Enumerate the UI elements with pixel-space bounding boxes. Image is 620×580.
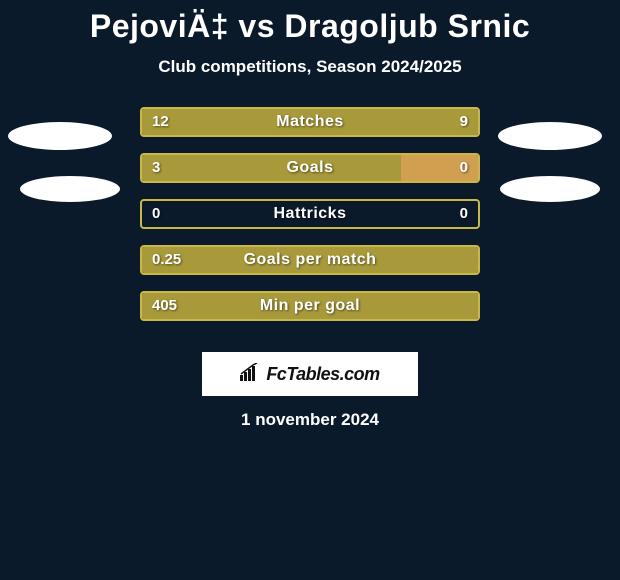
bar-value-left: 0 xyxy=(152,205,160,222)
stat-row: 0 0Hattricks xyxy=(0,199,620,245)
bar-track: 405Min per goal xyxy=(140,291,480,321)
bar-fill-left xyxy=(142,247,478,273)
bar-label: Hattricks xyxy=(142,205,478,223)
bar-track: 0 0Hattricks xyxy=(140,199,480,229)
subtitle: Club competitions, Season 2024/2025 xyxy=(0,57,620,77)
stat-row: 405Min per goal xyxy=(0,291,620,337)
date-label: 1 november 2024 xyxy=(0,410,620,430)
bar-fill-right xyxy=(334,109,478,135)
bar-fill-left xyxy=(142,293,478,319)
page-title: PejoviÄ‡ vs Dragoljub Srnic xyxy=(0,8,620,45)
bar-fill-left xyxy=(142,109,334,135)
bar-fill-right xyxy=(401,155,478,181)
bar-value-right: 0 xyxy=(460,205,468,222)
decorative-ellipse xyxy=(498,122,602,150)
decorative-ellipse xyxy=(20,176,120,202)
decorative-ellipse xyxy=(8,122,112,150)
bar-track: 129Matches xyxy=(140,107,480,137)
decorative-ellipse xyxy=(500,176,600,202)
bar-fill-left xyxy=(142,155,401,181)
logo-text: FcTables.com xyxy=(266,364,379,385)
bar-track: 0.25Goals per match xyxy=(140,245,480,275)
bar-track: 30Goals xyxy=(140,153,480,183)
stat-row: 0.25Goals per match xyxy=(0,245,620,291)
logo-box: FcTables.com xyxy=(202,352,418,396)
comparison-container: PejoviÄ‡ vs Dragoljub Srnic Club competi… xyxy=(0,0,620,337)
chart-icon xyxy=(240,363,262,386)
